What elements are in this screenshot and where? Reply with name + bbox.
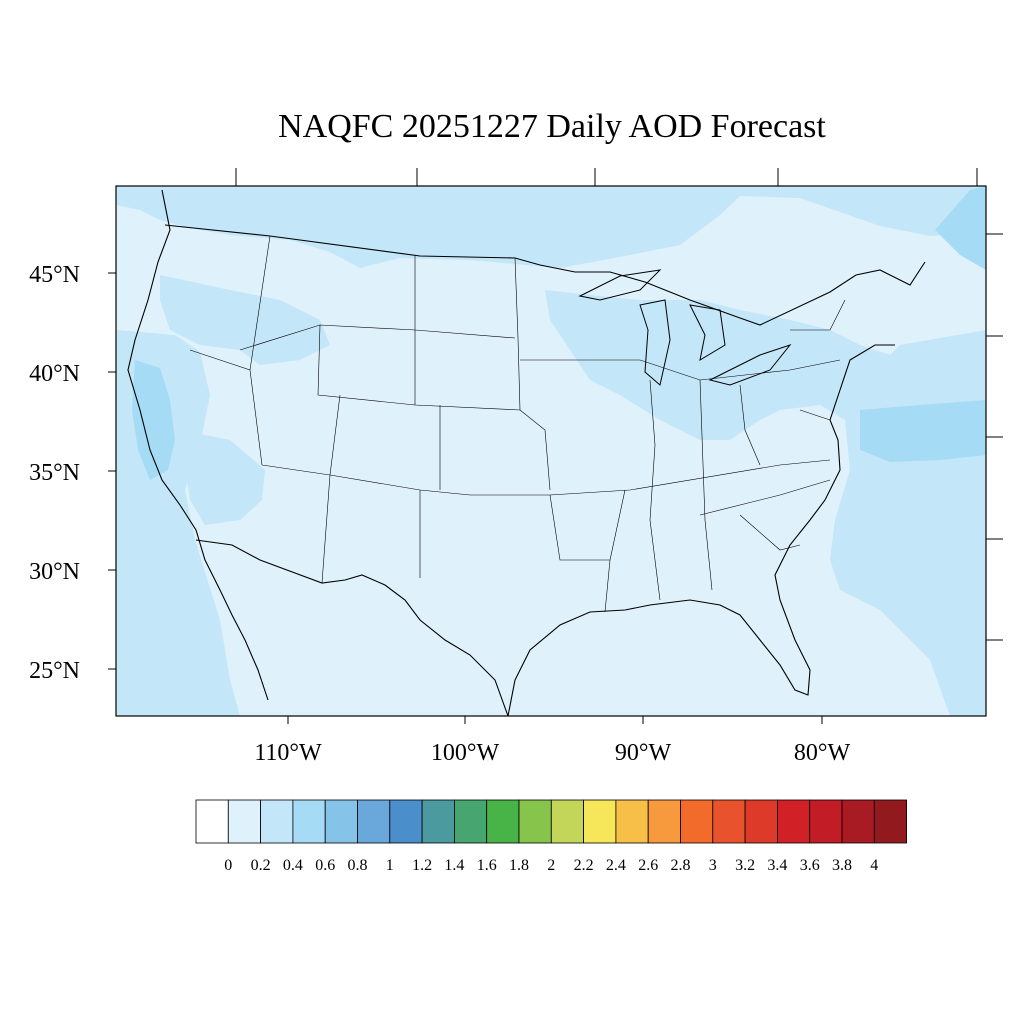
- colorbar-box: [518, 799, 552, 844]
- colorbar-box: [712, 799, 746, 844]
- map-frame: [115, 185, 987, 717]
- aod-field: [116, 186, 986, 716]
- axis-ticks: [108, 168, 1003, 724]
- colorbar-box: [486, 799, 520, 844]
- colorbar-label: 0.4: [283, 857, 303, 874]
- colorbar-box: [680, 799, 714, 844]
- west-coast: [127, 189, 269, 701]
- colorbar-label: 3.4: [767, 857, 787, 874]
- aod-region-northwest: [160, 275, 330, 365]
- coastline-and-borders: [127, 189, 926, 716]
- colorbar-box: [421, 799, 455, 844]
- colorbar-label: 2.2: [574, 857, 594, 874]
- colorbar-box: [777, 799, 811, 844]
- colorbar-box: [583, 799, 617, 844]
- colorbar-label: 0.2: [251, 857, 271, 874]
- aod-region-gulf: [520, 555, 830, 716]
- lon-label: 110°W: [254, 740, 322, 766]
- colorbar-label: 3.8: [832, 857, 852, 874]
- lat-label: 30°N: [29, 559, 80, 585]
- colorbar-label: 3: [709, 857, 717, 874]
- state-lines: [189, 235, 846, 613]
- gulf-coast: [507, 344, 895, 716]
- colorbar-label: 3.2: [735, 857, 755, 874]
- lon-label: 100°W: [431, 740, 500, 766]
- colorbar-box: [292, 799, 326, 844]
- lat-label: 40°N: [29, 361, 80, 387]
- aod-region-greatlakes: [545, 290, 986, 716]
- lat-label: 45°N: [29, 262, 80, 288]
- longitude-labels: 110°W 100°W 90°W 80°W: [254, 740, 850, 766]
- colorbar: 0 0.2 0.4 0.6 0.8 1 1.2 1.4 1.6 1.8 2 2.2 2.4 2.6 2.8 3…: [195, 799, 907, 874]
- colorbar-box: [744, 799, 778, 844]
- aod-region-north: [116, 186, 986, 268]
- colorbar-box: [195, 799, 229, 844]
- great-lakes: [578, 269, 792, 386]
- colorbar-label: 1.4: [444, 857, 464, 874]
- aod-region-southwest: [180, 430, 265, 525]
- lon-label: 90°W: [615, 740, 672, 766]
- colorbar-label: 2.4: [606, 857, 626, 874]
- colorbar-box: [357, 799, 391, 844]
- latitude-labels: 45°N 40°N 35°N 30°N 25°N: [29, 262, 80, 684]
- aod-region-newfoundland: [935, 186, 986, 270]
- colorbar-label: 0.6: [315, 857, 335, 874]
- colorbar-label: 2: [547, 857, 555, 874]
- colorbar-label: 4: [870, 857, 878, 874]
- lon-label: 80°W: [794, 740, 851, 766]
- colorbar-label: 3.6: [800, 857, 820, 874]
- colorbar-label: 1.2: [412, 857, 432, 874]
- colorbar-box: [227, 799, 262, 844]
- canada-border: [164, 224, 926, 326]
- aod-region-california: [132, 360, 175, 480]
- colorbar-label: 0.8: [348, 857, 368, 874]
- colorbar-box: [324, 799, 358, 844]
- colorbar-box: [453, 799, 488, 844]
- colorbar-box: [647, 799, 681, 844]
- colorbar-label: 1.6: [477, 857, 497, 874]
- aod-region-atlantic: [860, 400, 986, 462]
- map-title: NAQFC 20251227 Daily AOD Forecast: [278, 108, 826, 145]
- colorbar-label: 1.8: [509, 857, 529, 874]
- colorbar-box: [873, 799, 907, 844]
- colorbar-label: 1: [386, 857, 394, 874]
- colorbar-box: [809, 799, 843, 844]
- colorbar-box: [550, 799, 584, 844]
- colorbar-box: [260, 799, 294, 844]
- colorbar-label: 0: [224, 857, 232, 874]
- colorbar-label: 2.8: [671, 857, 691, 874]
- lat-label: 25°N: [29, 658, 80, 684]
- colorbar-box: [615, 799, 649, 844]
- mexico-border: [195, 539, 509, 716]
- lat-label: 35°N: [29, 460, 80, 486]
- colorbar-label: 2.6: [638, 857, 658, 874]
- colorbar-box: [841, 799, 875, 844]
- colorbar-box: [389, 799, 423, 844]
